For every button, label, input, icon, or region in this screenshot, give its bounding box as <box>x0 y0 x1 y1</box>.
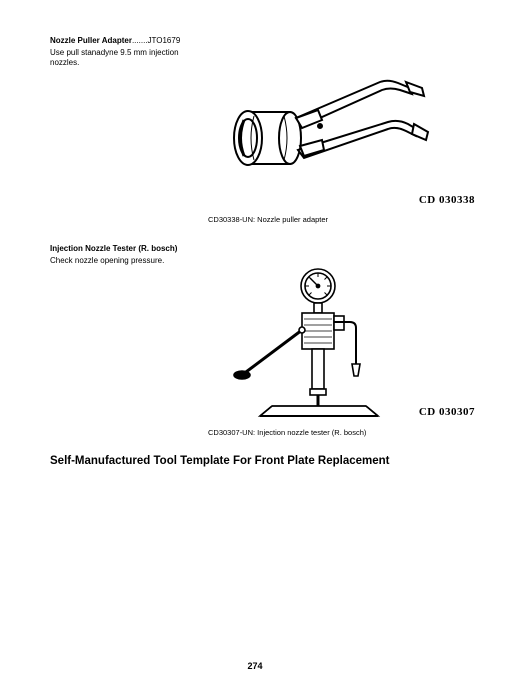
page: Nozzle Puller Adapter.......JTO1679 Use … <box>0 0 510 685</box>
tool-desc-line1: Use pull stanadyne 9.5 mm injection <box>50 48 475 58</box>
figure-code-text: CD 030338 <box>419 194 475 206</box>
page-number: 274 <box>0 661 510 671</box>
tool-part-sep: ....... <box>132 36 148 45</box>
section-nozzle-tester: Injection Nozzle Tester (R. bosch) Check… <box>50 238 475 437</box>
figure-code: CD 030307 <box>419 402 475 420</box>
section-heading: Self-Manufactured Tool Template For Fron… <box>50 455 475 467</box>
tool-header: Nozzle Puller Adapter.......JTO1679 <box>50 30 475 48</box>
tool-header: Injection Nozzle Tester (R. bosch) <box>50 238 475 256</box>
section-nozzle-puller: Nozzle Puller Adapter.......JTO1679 Use … <box>50 30 475 224</box>
figure-caption: CD30338-UN: Nozzle puller adapter <box>208 215 475 224</box>
figure-caption: CD30307-UN: Injection nozzle tester (R. … <box>208 428 475 437</box>
nozzle-tester-illustration <box>210 264 400 419</box>
tool-desc-line2: nozzles. <box>50 58 475 68</box>
tool-part-number: JTO1679 <box>148 36 181 45</box>
figure-area: CD 030338 <box>50 68 475 213</box>
tool-title: Nozzle Puller Adapter <box>50 36 132 45</box>
tool-title: Injection Nozzle Tester (R. bosch) <box>50 244 177 253</box>
figure-code-text: CD 030307 <box>419 406 475 418</box>
figure-code: CD 030338 <box>419 190 475 208</box>
figure-area: CD 030307 <box>50 266 475 426</box>
nozzle-puller-illustration <box>210 68 430 188</box>
